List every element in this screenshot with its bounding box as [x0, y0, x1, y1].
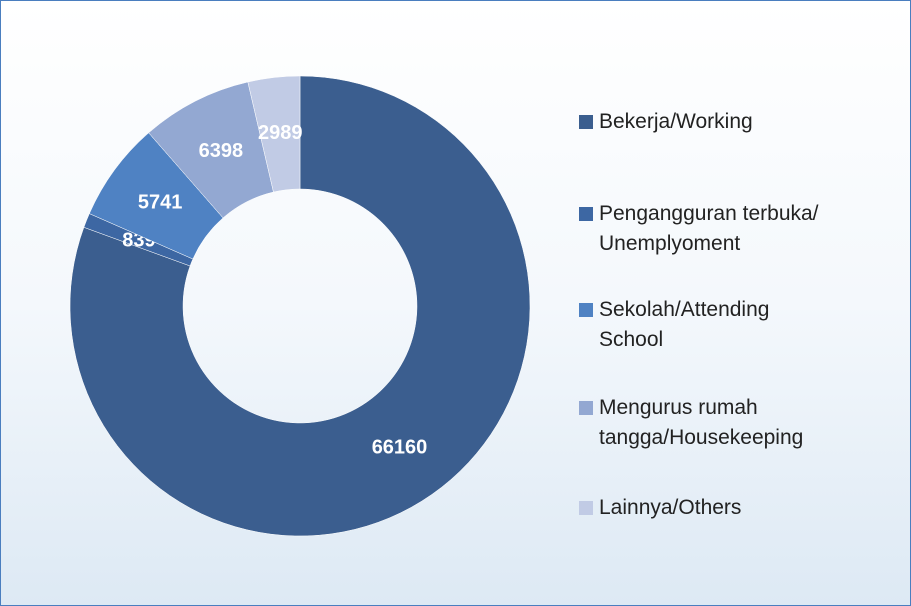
legend-swatch	[579, 501, 593, 515]
legend-swatch	[579, 401, 593, 415]
legend-item: Pengangguran terbuka/ Unemplyoment	[579, 199, 819, 259]
data-label: 66160	[372, 436, 428, 458]
slice	[247, 75, 301, 193]
data-label: 5741	[138, 192, 183, 214]
legend-swatch	[579, 207, 593, 221]
legend-label: Mengurus rumah tangga/Housekeeping	[599, 396, 804, 449]
data-label: 2989	[258, 122, 303, 144]
legend-item: Sekolah/Attending School	[579, 295, 819, 355]
legend-label: Bekerja/Working	[599, 110, 753, 133]
legend-swatch	[579, 115, 593, 129]
legend-item: Bekerja/Working	[579, 107, 819, 137]
legend-label: Lainnya/Others	[599, 496, 742, 519]
legend-item: Lainnya/Others	[579, 493, 819, 523]
legend-swatch	[579, 303, 593, 317]
data-label: 6398	[199, 140, 244, 162]
legend-label: Sekolah/Attending School	[599, 298, 770, 351]
legend-label: Pengangguran terbuka/ Unemplyoment	[599, 202, 819, 255]
slice	[69, 75, 531, 537]
legend-item: Mengurus rumah tangga/Housekeeping	[579, 393, 819, 453]
